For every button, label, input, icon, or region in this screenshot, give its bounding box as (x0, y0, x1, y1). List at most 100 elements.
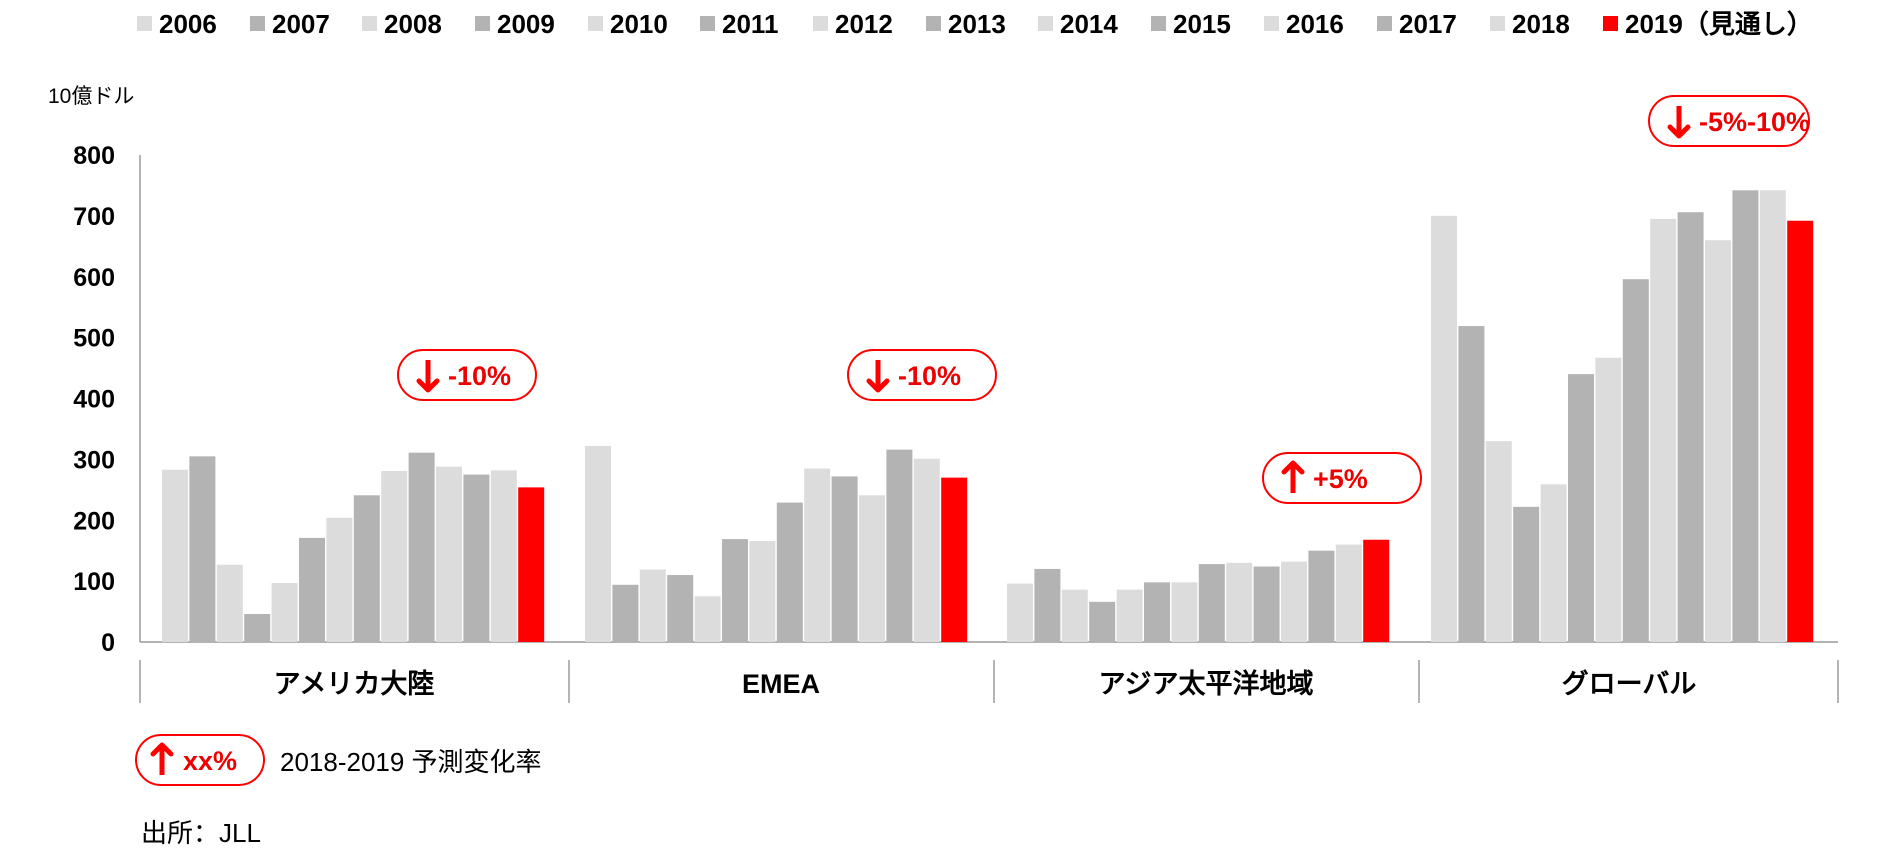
category-label: グローバル (1562, 668, 1697, 699)
bar (1281, 561, 1307, 642)
bar (518, 487, 545, 642)
category-label: EMEA (742, 669, 820, 699)
legend-label: 2012 (835, 9, 893, 39)
bar (1308, 550, 1335, 642)
callout-value: -5%-10% (1699, 107, 1810, 137)
bar (776, 502, 803, 642)
bar (381, 470, 408, 642)
legend-swatch (362, 16, 377, 31)
bar (612, 584, 639, 642)
bar (1007, 583, 1033, 642)
bar (1622, 279, 1649, 642)
y-tick-label: 300 (73, 446, 115, 474)
bar (1458, 326, 1485, 642)
legend-label: 2014 (1060, 9, 1118, 39)
bar (271, 582, 298, 642)
legend-note: xx% 2018-2019 予測変化率 (135, 734, 542, 786)
legend-label: 2013 (948, 9, 1006, 39)
y-unit-label: 10億ドル (48, 85, 134, 108)
legend-swatch (813, 16, 828, 31)
bar (667, 575, 694, 642)
legend-label: 2010 (610, 9, 668, 39)
bar (1568, 374, 1594, 642)
bar (913, 458, 940, 642)
callout-value: -10% (898, 361, 961, 391)
callout-value: -10% (448, 361, 511, 391)
legend-label: 2016 (1286, 9, 1344, 39)
legend-swatch (137, 16, 152, 31)
legend-label: 2007 (272, 9, 330, 39)
legend-swatch (475, 16, 490, 31)
legend-label: 2018 (1512, 9, 1570, 39)
bar (353, 495, 380, 642)
bar (1198, 564, 1225, 642)
bar (1034, 568, 1061, 642)
bar (1759, 190, 1786, 642)
category-label: アジア太平洋地域 (1099, 668, 1314, 699)
legend-label: 2019（見通し） (1625, 9, 1813, 39)
bar (490, 470, 517, 642)
y-tick-label: 100 (73, 568, 115, 596)
bar (463, 474, 490, 642)
bar (749, 540, 776, 642)
category-labels: アメリカ大陸 EMEA アジア太平洋地域 グローバル (274, 668, 1697, 699)
category-label: アメリカ大陸 (274, 669, 435, 699)
note-value: xx% (183, 746, 237, 776)
bar (694, 596, 721, 642)
legend-swatch (926, 16, 941, 31)
y-tick-label: 500 (73, 325, 115, 353)
legend-swatch (250, 16, 265, 31)
legend-label: 2009 (497, 9, 555, 39)
callout-box (1262, 452, 1422, 504)
arrow-head-icon (1281, 460, 1305, 475)
bar (1089, 601, 1116, 642)
y-tick-label: 800 (73, 142, 115, 170)
legend-label: 2017 (1399, 9, 1457, 39)
bar (162, 469, 188, 642)
bar (804, 468, 831, 642)
change-callouts: -10% -10% +5% -5%-10% (397, 95, 1810, 504)
arrow-head-icon (150, 742, 174, 757)
bar (326, 517, 353, 642)
bar (189, 456, 216, 642)
legend-swatch (1490, 16, 1505, 31)
bar (436, 466, 462, 642)
bar (1144, 582, 1170, 642)
y-tick-label: 0 (101, 629, 115, 657)
legend: 2006 2007 2008 2009 2010 2011 2012 2013 2014 2015… (137, 9, 1813, 39)
bar (941, 477, 968, 642)
callout-value: +5% (1313, 464, 1368, 494)
arrow-head-icon (866, 378, 890, 393)
bar (1431, 215, 1457, 642)
legend-label: 2011 (722, 9, 778, 39)
callout-box (1648, 95, 1810, 147)
y-tick-label: 700 (73, 203, 115, 231)
legend-swatch (1264, 16, 1279, 31)
arrow-head-icon (1667, 124, 1691, 139)
legend-swatch (588, 16, 603, 31)
legend-label: 2008 (384, 9, 442, 39)
bar (216, 564, 243, 642)
bar (299, 537, 325, 642)
bar (1485, 441, 1512, 642)
category-separators (139, 660, 1839, 703)
callout-box (847, 349, 997, 401)
bar (1253, 566, 1280, 642)
y-tick-label: 400 (73, 386, 115, 414)
bar (639, 569, 666, 642)
bar (1363, 539, 1390, 642)
legend-swatch (700, 16, 715, 31)
bar (722, 539, 748, 642)
bar (1513, 506, 1540, 642)
bar (1335, 544, 1362, 642)
bar (1732, 190, 1759, 642)
bar (1171, 582, 1198, 642)
bar (1226, 562, 1253, 642)
bar (244, 613, 271, 642)
y-tick-label: 600 (73, 264, 115, 292)
bar (886, 449, 913, 642)
legend-label: 2015 (1173, 9, 1231, 39)
bar (1540, 484, 1567, 642)
arrow-head-icon (416, 378, 440, 393)
